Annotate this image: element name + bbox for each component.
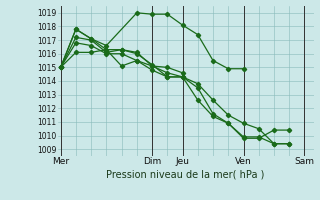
X-axis label: Pression niveau de la mer( hPa ): Pression niveau de la mer( hPa ) bbox=[107, 169, 265, 179]
